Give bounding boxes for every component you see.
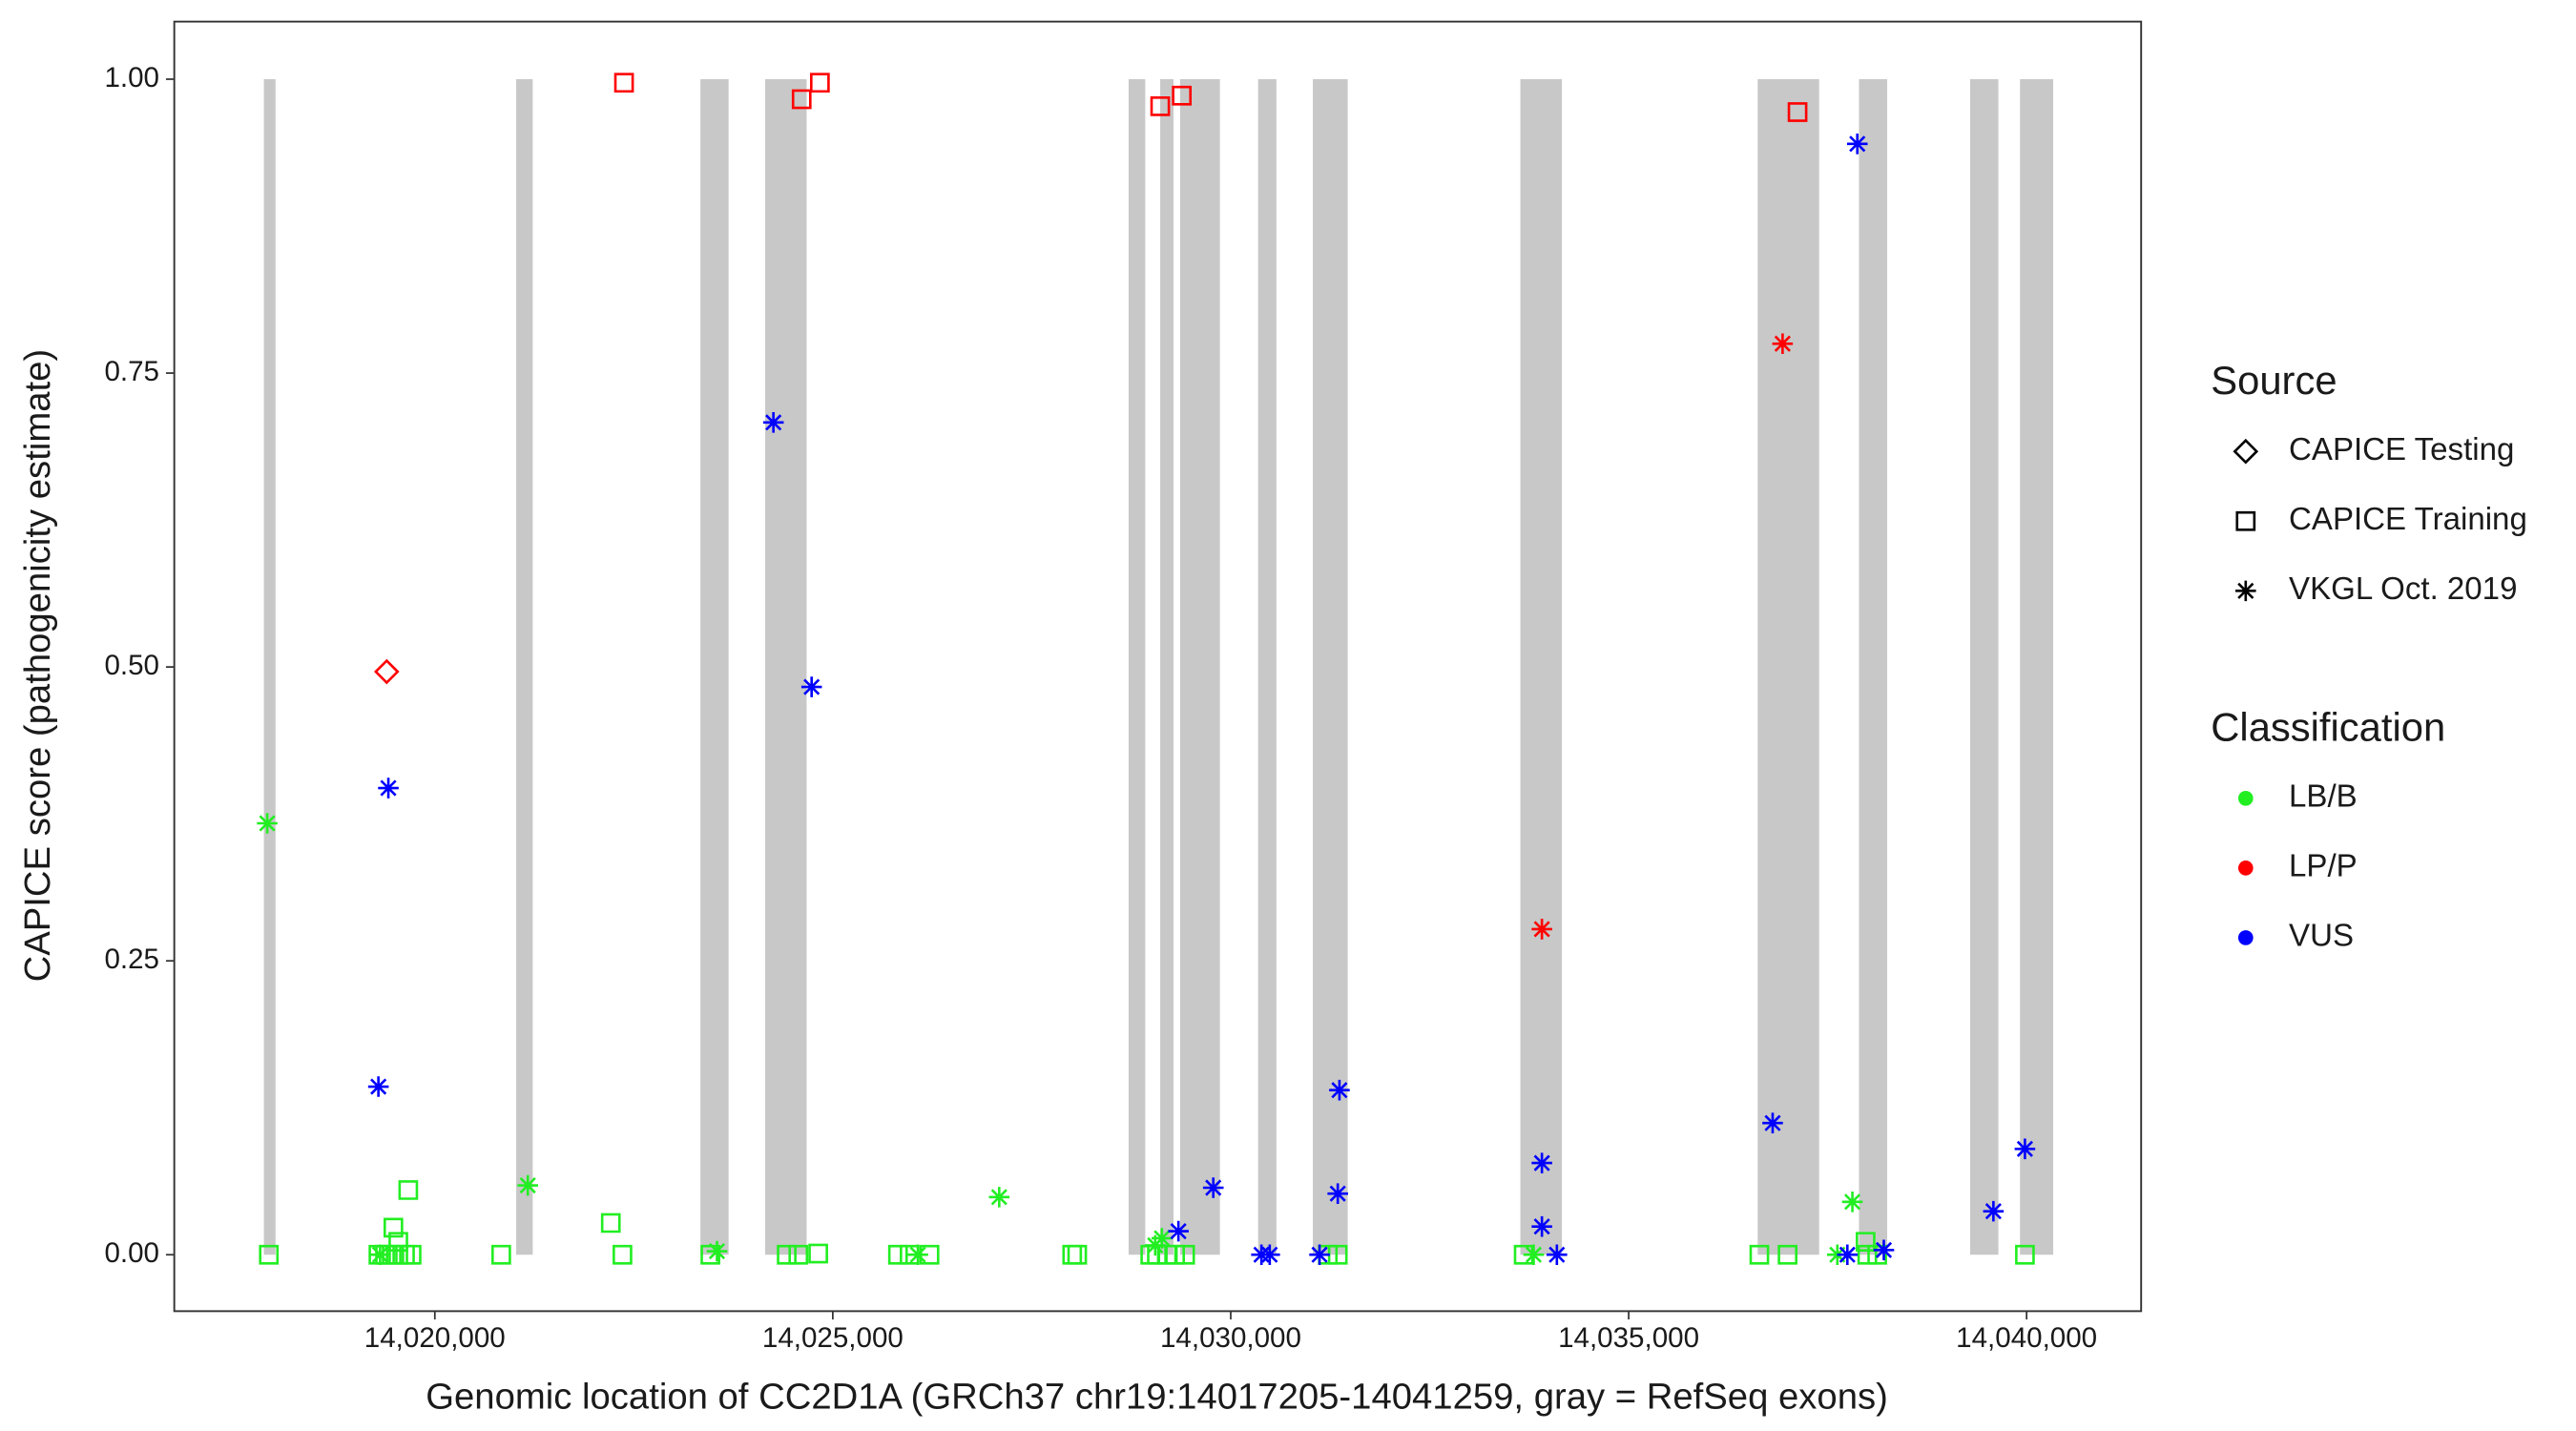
legend-key: [2237, 861, 2254, 876]
point: [1513, 1244, 1534, 1265]
point: [367, 1076, 389, 1097]
exon: [1313, 79, 1348, 1255]
point: [2014, 1138, 2036, 1160]
point: [1329, 1079, 1350, 1101]
point: [988, 1187, 1010, 1208]
legend-label: CAPICE Testing: [2289, 432, 2514, 467]
point: [907, 1244, 928, 1266]
point: [1531, 1215, 1552, 1237]
point: [517, 1174, 539, 1196]
point: [1174, 1244, 1195, 1265]
y-tick-label: 0.50: [104, 650, 159, 681]
exon: [1520, 79, 1563, 1255]
point: [1531, 1152, 1552, 1173]
point: [373, 658, 400, 685]
point: [1846, 133, 1868, 155]
point: [1150, 96, 1171, 116]
point: [1772, 333, 1794, 355]
point: [402, 1244, 422, 1265]
point: [1168, 1220, 1189, 1242]
point: [1309, 1244, 1330, 1266]
point: [1067, 1244, 1088, 1265]
legend-title: Source: [2211, 358, 2337, 403]
exon: [516, 79, 533, 1255]
point: [369, 1244, 391, 1266]
exon: [1179, 79, 1220, 1255]
exon: [1970, 79, 1999, 1255]
point: [1837, 1244, 1859, 1266]
y-tick-label: 0.25: [104, 944, 159, 975]
plot-border: [173, 20, 2143, 1313]
point: [257, 813, 278, 834]
point: [1983, 1200, 2005, 1222]
x-axis-title: Genomic location of CC2D1A (GRCh37 chr19…: [426, 1377, 1888, 1418]
legend-key: [2237, 930, 2254, 945]
point: [1547, 1244, 1568, 1266]
point: [378, 778, 399, 798]
point: [1327, 1183, 1348, 1204]
exon: [1160, 79, 1174, 1255]
point: [1327, 1244, 1348, 1265]
legend-label: CAPICE Training: [2289, 502, 2527, 537]
legend-label: VKGL Oct. 2019: [2289, 571, 2517, 607]
point: [1152, 1228, 1173, 1249]
x-tick-label: 14,020,000: [364, 1322, 506, 1354]
point: [706, 1240, 728, 1262]
legend-key: [2237, 790, 2254, 806]
point: [810, 73, 830, 93]
point: [1259, 1244, 1280, 1266]
point: [383, 1217, 404, 1238]
legend-label: LB/B: [2289, 779, 2358, 815]
point: [791, 89, 812, 110]
point: [808, 1243, 828, 1264]
point: [1202, 1177, 1224, 1198]
point: [1531, 919, 1552, 940]
y-axis-title: CAPICE score (pathogenicity estimate): [17, 349, 58, 983]
point: [1873, 1239, 1895, 1261]
point: [1523, 1244, 1545, 1266]
y-tick-label: 0.75: [104, 356, 159, 387]
point: [800, 676, 822, 697]
point: [788, 1244, 809, 1265]
legend-label: LP/P: [2289, 849, 2358, 884]
x-tick-label: 14,035,000: [1558, 1322, 1699, 1354]
point: [1841, 1191, 1863, 1213]
exon: [1257, 79, 1277, 1255]
exon: [1859, 79, 1888, 1255]
x-tick-label: 14,040,000: [1956, 1322, 2097, 1354]
point: [1787, 102, 1808, 122]
point: [1172, 85, 1193, 106]
point: [1762, 1112, 1783, 1134]
exon: [2020, 79, 2054, 1255]
point: [613, 1244, 633, 1265]
point: [398, 1180, 419, 1200]
y-tick-label: 0.00: [104, 1237, 159, 1269]
point: [613, 73, 634, 93]
point: [259, 1244, 280, 1265]
point: [2015, 1244, 2035, 1265]
legend-label: VUS: [2289, 919, 2354, 954]
legend-key: [2233, 438, 2259, 465]
point: [600, 1213, 621, 1234]
exon: [700, 79, 729, 1255]
exon: [764, 79, 807, 1255]
point: [762, 412, 784, 433]
legend-title: Classification: [2211, 705, 2445, 750]
exon: [1757, 79, 1819, 1255]
x-tick-label: 14,030,000: [1160, 1322, 1301, 1354]
exon: [263, 79, 276, 1255]
y-tick-label: 1.00: [104, 62, 159, 93]
legend-key: [2235, 510, 2256, 531]
point: [1749, 1244, 1770, 1265]
legend-key: [2235, 580, 2256, 602]
point: [1777, 1244, 1797, 1265]
exon: [1128, 79, 1146, 1255]
point: [491, 1244, 511, 1265]
x-tick-label: 14,025,000: [762, 1322, 904, 1354]
